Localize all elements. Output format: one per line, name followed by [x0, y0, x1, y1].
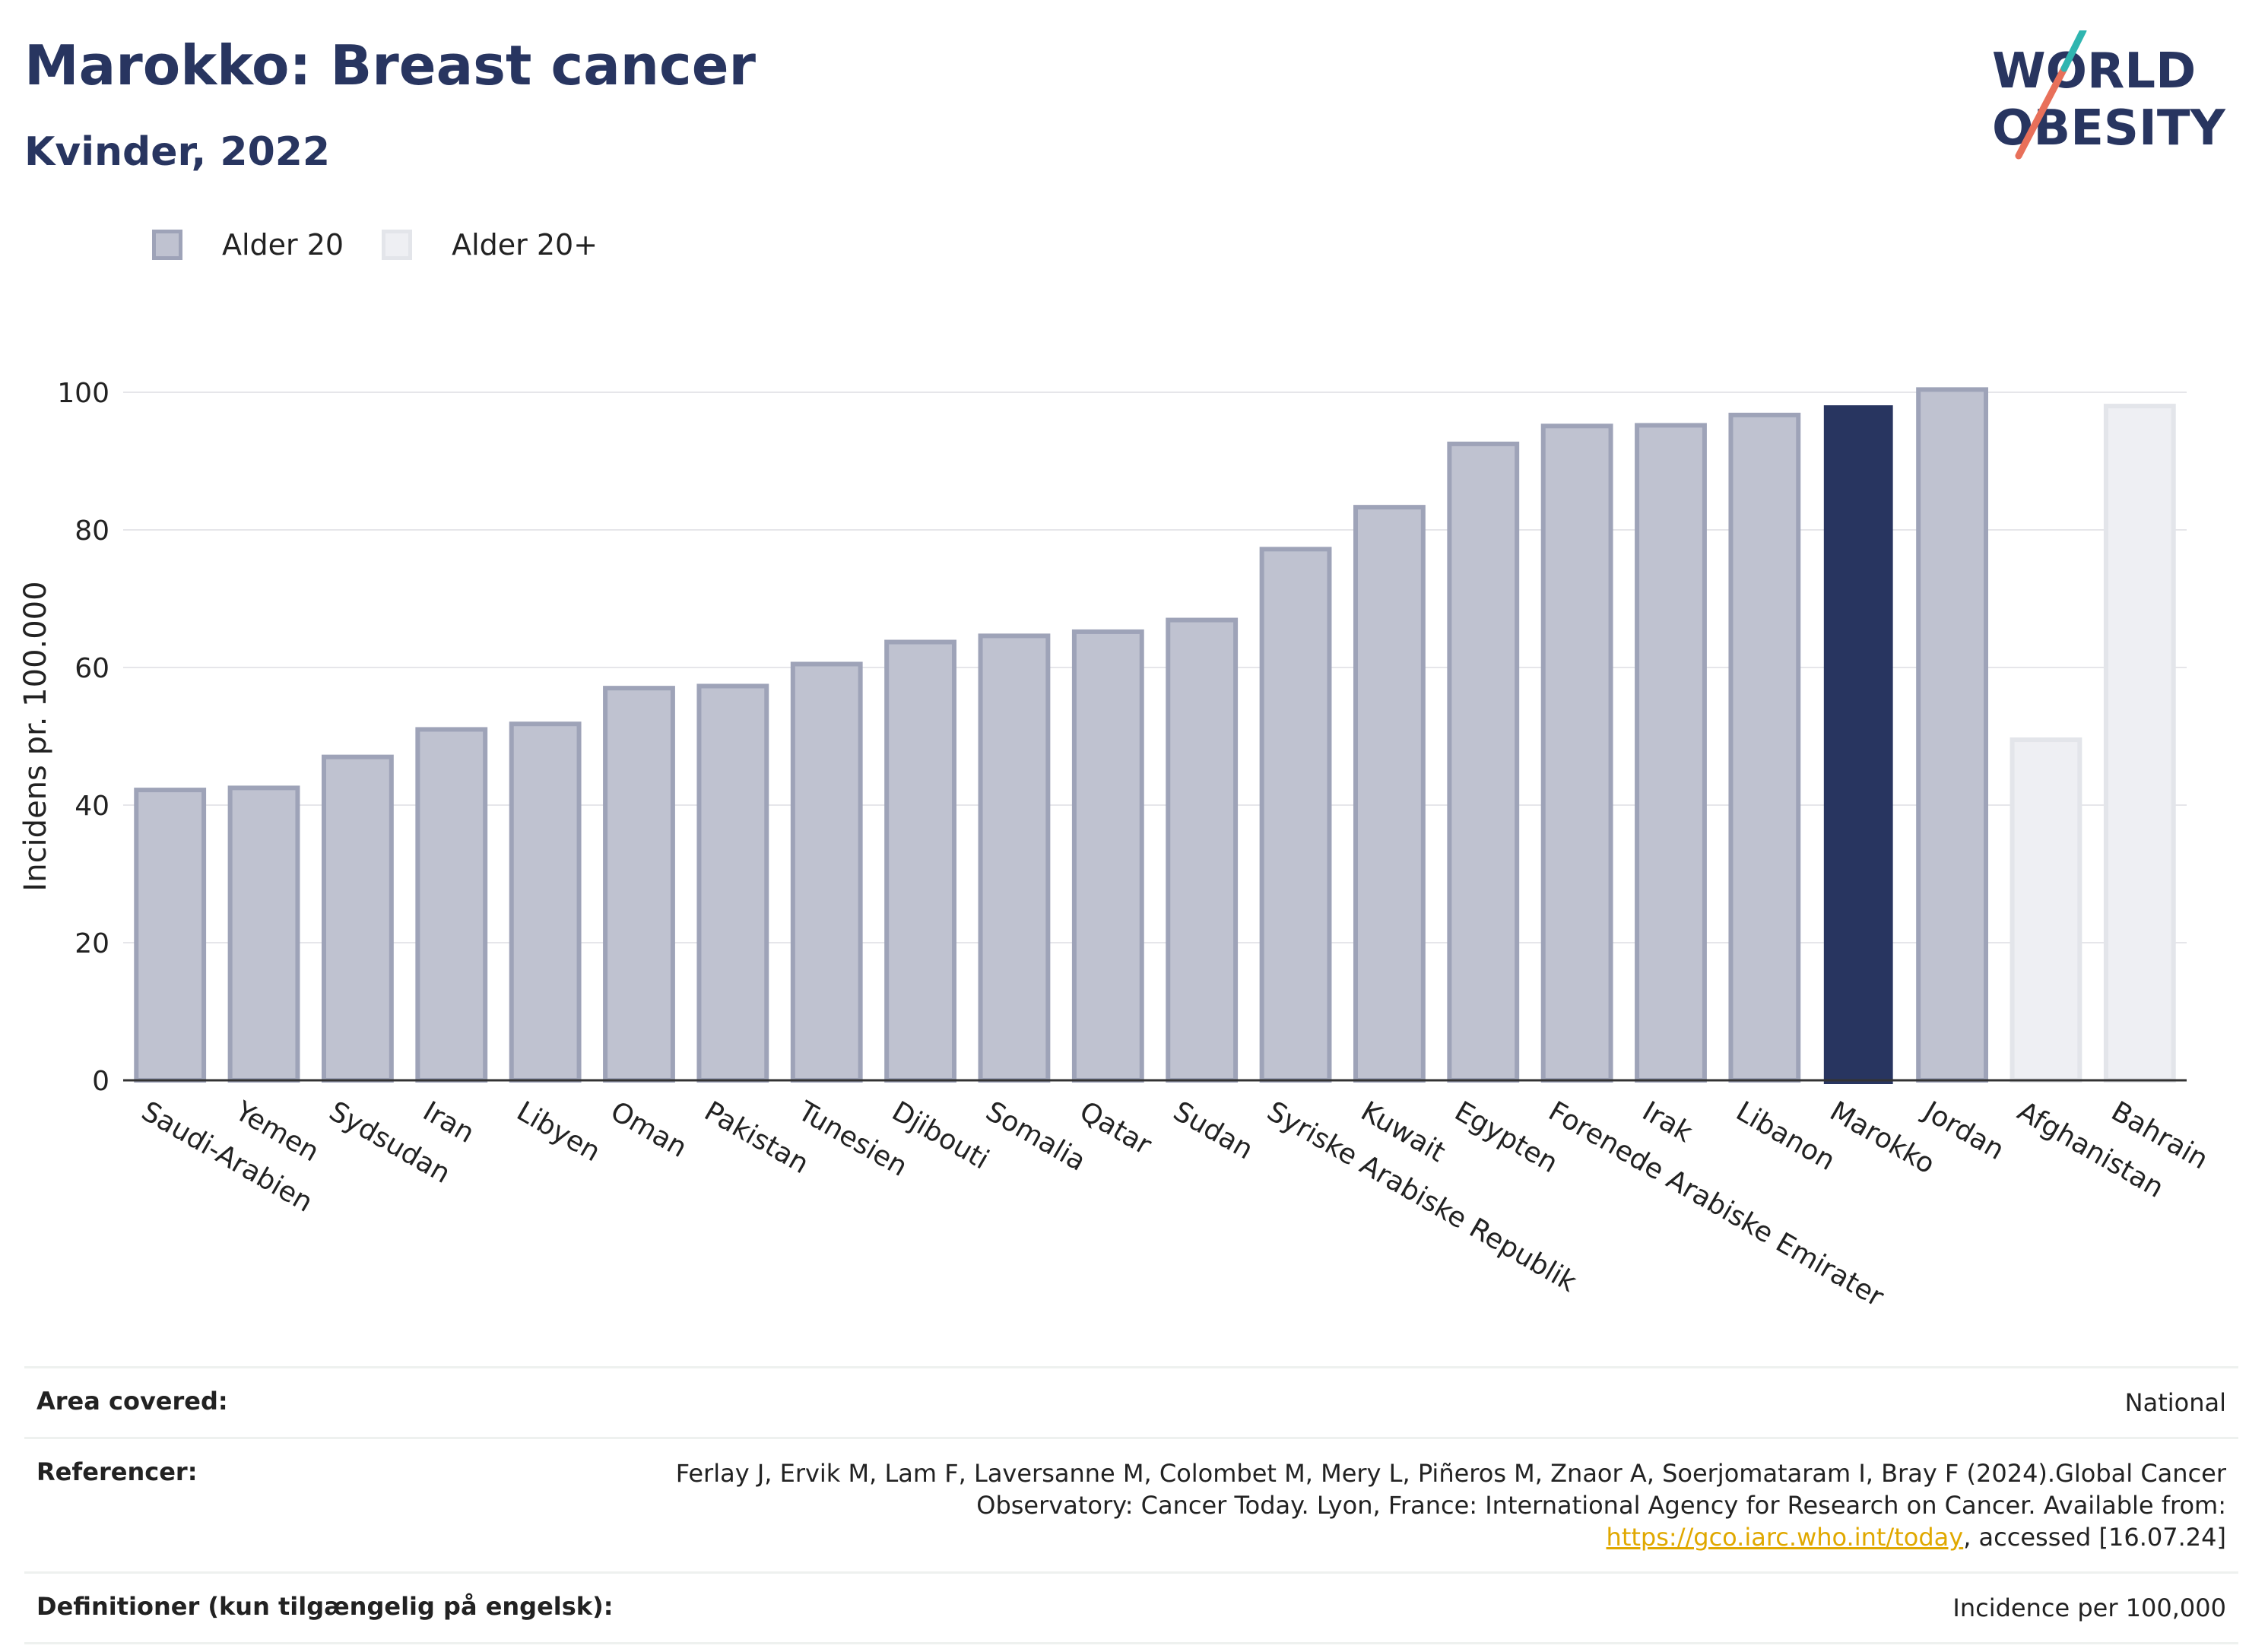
y-axis-label: Incidens pr. 100.000: [18, 581, 53, 891]
bar-irak[interactable]: [1635, 423, 1707, 1083]
x-tick-label: Sudan: [1168, 1096, 1258, 1165]
x-tick-label: Iran: [417, 1096, 479, 1149]
x-tick-label: Irak: [1637, 1096, 1698, 1149]
legend-swatch-alder-20: [152, 230, 182, 260]
bar-oman[interactable]: [603, 686, 675, 1083]
info-val-references: Ferlay J, Ervik M, Lam F, Laversanne M, …: [622, 1457, 2226, 1553]
info-val-definitions: Incidence per 100,000: [1952, 1593, 2226, 1622]
bar-pakistan[interactable]: [696, 683, 769, 1083]
y-tick-label: 40: [75, 791, 109, 822]
y-tick-label: 20: [75, 928, 109, 959]
reference-text: Ferlay J, Ervik M, Lam F, Laversanne M, …: [675, 1459, 2226, 1520]
x-tick-label: Somalia: [980, 1096, 1090, 1178]
bar-qatar[interactable]: [1071, 629, 1144, 1083]
info-key-area: Area covered:: [36, 1387, 228, 1416]
bar-somalia[interactable]: [978, 633, 1051, 1083]
bar-marokko[interactable]: [1823, 405, 1893, 1084]
bar-yemen[interactable]: [227, 785, 300, 1083]
bar-sudan[interactable]: [1166, 617, 1239, 1083]
chart-bars: [134, 387, 2176, 1084]
legend-label-alder-20-plus: Alder 20+: [452, 228, 598, 262]
legend-label-alder-20: Alder 20: [222, 228, 344, 262]
bar-forenede-arabiske-emirater[interactable]: [1540, 423, 1613, 1083]
bar-libanon[interactable]: [1728, 412, 1801, 1083]
x-tick-label: Marokko: [1825, 1096, 1940, 1180]
bar-sydsudan[interactable]: [321, 754, 394, 1083]
bar-egypten[interactable]: [1447, 441, 1520, 1083]
info-row-definitions: Definitioner (kun tilgængelig på engelsk…: [24, 1571, 2238, 1644]
y-tick-label: 100: [57, 378, 109, 409]
bar-kuwait[interactable]: [1353, 505, 1426, 1083]
x-tick-label: Oman: [605, 1096, 692, 1164]
chart-legend: Alder 20 Alder 20+: [152, 228, 636, 262]
legend-item-alder-20-plus[interactable]: Alder 20+: [382, 228, 598, 262]
bar-jordan[interactable]: [1916, 387, 1989, 1083]
bar-djibouti[interactable]: [884, 639, 957, 1083]
info-table: Area covered: National Referencer: Ferla…: [24, 1366, 2238, 1644]
y-tick-label: 60: [75, 653, 109, 684]
info-row-area: Area covered: National: [24, 1366, 2238, 1437]
reference-link[interactable]: https://gco.iarc.who.int/today: [1606, 1523, 1964, 1552]
y-tick-label: 0: [92, 1066, 109, 1097]
x-tick-label: Libanon: [1730, 1096, 1840, 1177]
page-subtitle: Kvinder, 2022: [24, 129, 331, 175]
bar-libyen[interactable]: [509, 721, 582, 1083]
info-key-references: Referencer:: [36, 1457, 198, 1486]
page-title: Marokko: Breast cancer: [24, 33, 757, 97]
legend-swatch-alder-20-plus: [382, 230, 413, 260]
info-row-references: Referencer: Ferlay J, Ervik M, Lam F, La…: [24, 1437, 2238, 1571]
bar-saudi-arabien[interactable]: [134, 788, 207, 1083]
bar-bahrain[interactable]: [2103, 404, 2176, 1083]
reference-accessed: , accessed [16.07.24]: [1963, 1523, 2226, 1552]
y-axis-ticks: 0 20 40 60 80 100: [57, 378, 109, 1097]
legend-item-alder-20[interactable]: Alder 20: [152, 228, 344, 262]
bar-tunesien[interactable]: [790, 661, 863, 1083]
world-obesity-logo: WORLD OBESITY: [1992, 30, 2225, 160]
info-val-area: National: [2124, 1388, 2226, 1417]
bar-iran[interactable]: [415, 727, 488, 1083]
x-tick-label: Libyen: [512, 1096, 606, 1168]
x-tick-label: Pakistan: [699, 1096, 814, 1180]
svg-text:WORLD: WORLD: [1992, 43, 2196, 100]
y-tick-label: 80: [75, 515, 109, 547]
x-tick-label: Egypten: [1449, 1096, 1562, 1179]
info-key-definitions: Definitioner (kun tilgængelig på engelsk…: [36, 1592, 614, 1621]
bar-afghanistan[interactable]: [2010, 737, 2082, 1083]
bar-syriske-arabiske-republik[interactable]: [1259, 547, 1332, 1083]
